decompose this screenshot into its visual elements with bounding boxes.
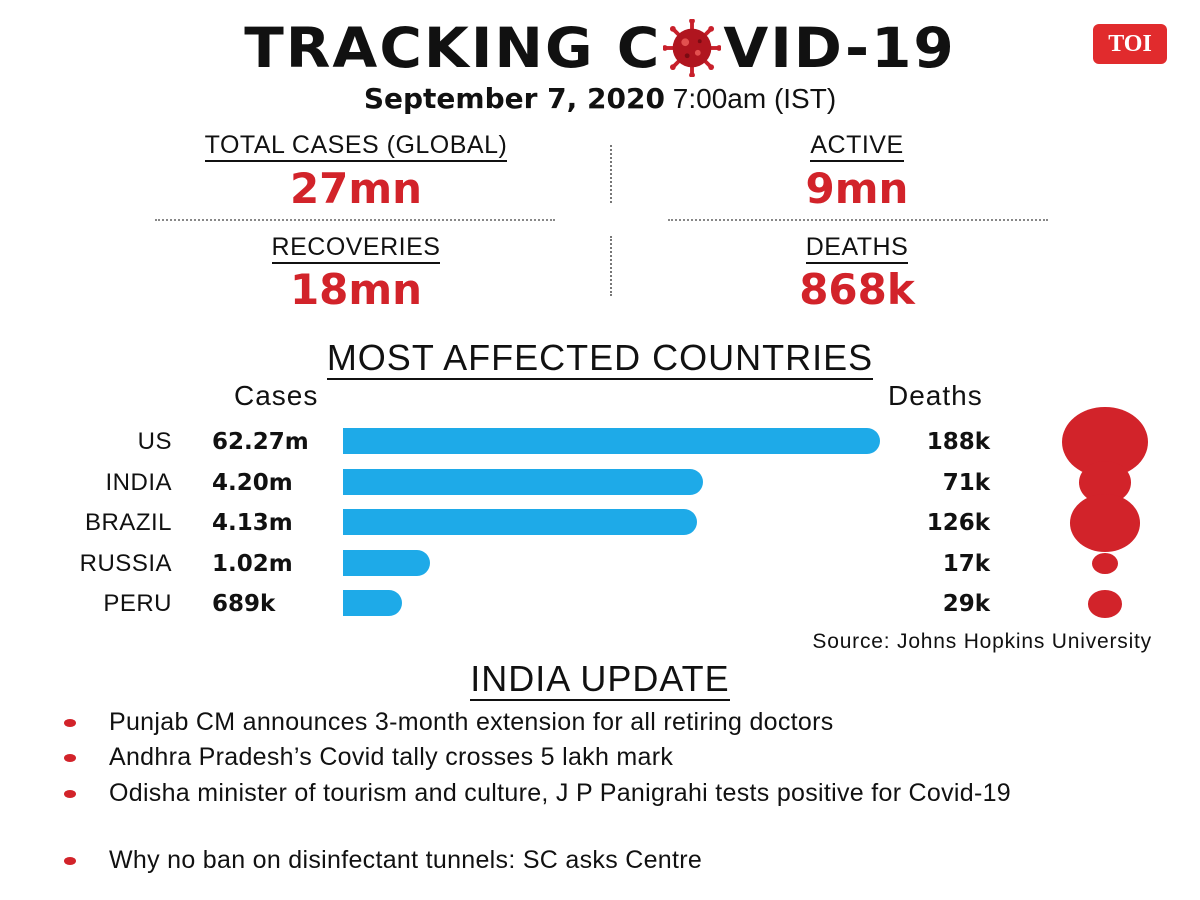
bullet-icon xyxy=(64,719,76,727)
source-note: Source: Johns Hopkins University xyxy=(812,630,1152,653)
update-text: Punjab CM announces 3-month extension fo… xyxy=(109,708,834,736)
active-value: 9mn xyxy=(805,164,909,213)
title-left: TRACKING C xyxy=(244,15,662,81)
recoveries-value: 18mn xyxy=(289,265,423,314)
deaths-bubble xyxy=(1069,494,1141,552)
deaths-label: DEATHS xyxy=(657,233,1057,264)
deaths-data-label: 17k xyxy=(942,550,990,577)
deaths-value: 868k xyxy=(799,265,915,314)
cases-bar xyxy=(343,468,703,495)
cases-bar xyxy=(343,428,880,454)
cases-data-label: 689k xyxy=(212,591,276,617)
cases-data-label: 62.27m xyxy=(212,429,309,455)
active-label: ACTIVE xyxy=(657,131,1057,162)
cases-data-label: 1.02m xyxy=(212,550,293,577)
india-update-heading: INDIA UPDATE xyxy=(470,658,730,701)
update-text: Why no ban on disinfectant tunnels: SC a… xyxy=(109,846,703,874)
virus-icon xyxy=(663,19,722,77)
divider xyxy=(610,236,612,296)
deaths-bubble xyxy=(1088,590,1122,618)
total-cases-label: TOTAL CASES (GLOBAL) xyxy=(156,131,556,162)
divider xyxy=(668,219,1048,221)
time: 7:00am (IST) xyxy=(672,83,837,114)
toi-logo: TOI xyxy=(1093,24,1167,64)
countries-heading: MOST AFFECTED COUNTRIES xyxy=(326,337,874,380)
title-right: VID-19 xyxy=(723,15,956,81)
cases-bar xyxy=(343,590,402,616)
country-label: PERU xyxy=(103,590,172,617)
total-cases-value: 27mn xyxy=(289,164,423,213)
page-title: TRACKING C VID-19 xyxy=(0,14,1200,84)
deaths-bubble xyxy=(1092,552,1118,575)
cases-column-label: Cases xyxy=(234,380,319,411)
deaths-data-label: 71k xyxy=(942,469,990,496)
deaths-column-label: Deaths xyxy=(888,380,983,411)
bullet-icon xyxy=(64,857,76,865)
date: September 7, 2020 xyxy=(363,82,665,115)
dateline: September 7, 2020 7:00am (IST) xyxy=(0,82,1200,115)
deaths-data-label: 126k xyxy=(926,510,990,536)
divider xyxy=(610,145,612,203)
recoveries-label: RECOVERIES xyxy=(156,233,556,264)
deaths-data-label: 188k xyxy=(926,429,990,455)
country-label: BRAZIL xyxy=(84,509,172,536)
deaths-data-label: 29k xyxy=(942,591,990,617)
bullet-icon xyxy=(64,790,76,798)
cases-data-label: 4.20m xyxy=(212,469,293,496)
cases-bar xyxy=(343,549,431,576)
divider xyxy=(155,219,555,221)
cases-data-label: 4.13m xyxy=(212,510,293,536)
cases-bar xyxy=(343,509,697,535)
country-label: US xyxy=(137,428,172,455)
country-label: RUSSIA xyxy=(79,549,172,577)
update-text: Odisha minister of tourism and culture, … xyxy=(109,779,1012,807)
country-label: INDIA xyxy=(105,468,172,496)
bullet-icon xyxy=(64,754,76,762)
update-text: Andhra Pradesh’s Covid tally crosses 5 l… xyxy=(109,743,674,771)
